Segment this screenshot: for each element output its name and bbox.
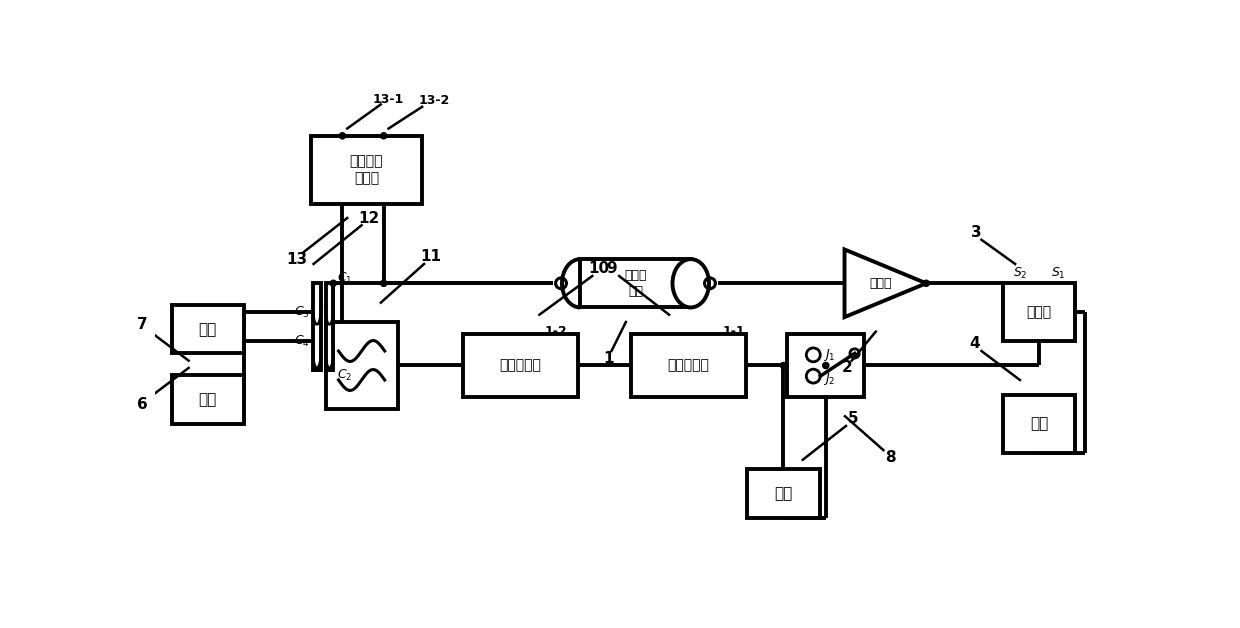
Bar	[1003, 394, 1075, 453]
Text: 6: 6	[138, 397, 148, 412]
Circle shape	[923, 280, 929, 286]
Text: $J_2$: $J_2$	[822, 371, 835, 387]
Text: 矢量网络
分析仪: 矢量网络 分析仪	[350, 154, 383, 185]
Text: 7: 7	[138, 317, 148, 332]
Circle shape	[381, 133, 387, 139]
Text: $J_1$: $J_1$	[822, 347, 835, 363]
Bar	[172, 305, 244, 354]
Bar	[172, 375, 244, 423]
Bar	[787, 334, 864, 397]
Text: 1: 1	[604, 351, 614, 365]
Bar	[311, 136, 422, 203]
Text: 1-2: 1-2	[544, 325, 568, 338]
Text: $C_3$: $C_3$	[294, 305, 309, 320]
Bar	[312, 283, 321, 371]
Text: 负载: 负载	[1030, 416, 1048, 431]
Text: 13-1: 13-1	[373, 93, 404, 106]
Text: 低噪放: 低噪放	[869, 277, 892, 290]
Text: 4: 4	[970, 336, 980, 351]
Text: 13: 13	[286, 252, 308, 267]
Bar	[631, 334, 746, 397]
Text: 13-2: 13-2	[418, 94, 449, 107]
Text: 8: 8	[885, 450, 895, 465]
Text: $S_2$: $S_2$	[1013, 266, 1027, 281]
Text: 2: 2	[842, 360, 852, 376]
Text: $S_1$: $S_1$	[1052, 266, 1065, 281]
Text: 功分器: 功分器	[1027, 305, 1052, 319]
Text: 3: 3	[971, 225, 982, 240]
Text: 1-1: 1-1	[723, 325, 745, 338]
Text: 负载: 负载	[198, 322, 217, 337]
Bar	[748, 470, 820, 518]
Text: 12: 12	[358, 210, 379, 225]
Text: 10: 10	[589, 261, 610, 276]
Circle shape	[822, 362, 828, 369]
Circle shape	[381, 280, 387, 286]
Text: 9: 9	[606, 261, 616, 276]
Circle shape	[330, 280, 336, 286]
Ellipse shape	[672, 259, 709, 308]
Text: $C_4$: $C_4$	[294, 333, 309, 349]
Circle shape	[780, 362, 786, 369]
Bar	[1003, 283, 1075, 342]
Bar	[326, 283, 334, 371]
Text: 负载: 负载	[198, 392, 217, 407]
Text: 可调衰减器: 可调衰减器	[667, 359, 709, 372]
Text: 负载: 负载	[774, 486, 792, 501]
Text: 11: 11	[420, 249, 441, 264]
Text: 可调移相器: 可调移相器	[500, 359, 541, 372]
Circle shape	[340, 133, 346, 139]
Bar	[580, 259, 691, 308]
Text: 肖特基
探针: 肖特基 探针	[624, 269, 647, 298]
Bar	[463, 334, 578, 397]
Text: $C_1$: $C_1$	[337, 271, 352, 286]
Text: 5: 5	[847, 411, 858, 426]
Text: $C_2$: $C_2$	[337, 368, 352, 383]
Bar	[326, 322, 398, 409]
